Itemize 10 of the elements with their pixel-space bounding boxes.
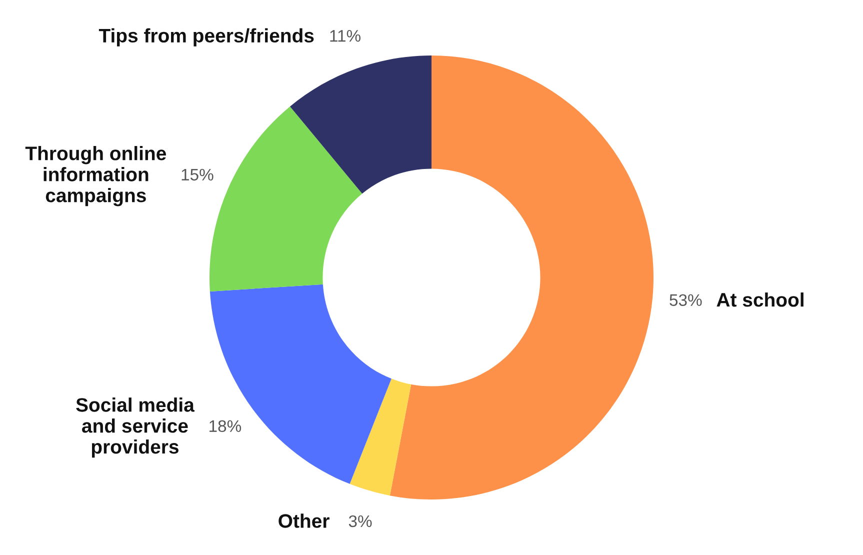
data-label: 3% xyxy=(348,515,372,528)
slice-label: Tips from peers/friends xyxy=(98,28,314,46)
slice-label: Other xyxy=(278,514,330,528)
slice-label: Through online information campaigns xyxy=(25,146,166,206)
data-label: 15% xyxy=(182,168,214,181)
slice-label: Social media and service providers xyxy=(76,398,195,458)
slice-label: At school xyxy=(716,292,804,307)
data-label: 53% xyxy=(670,294,702,306)
data-label: 18% xyxy=(210,420,242,432)
data-label: 11% xyxy=(330,30,360,42)
